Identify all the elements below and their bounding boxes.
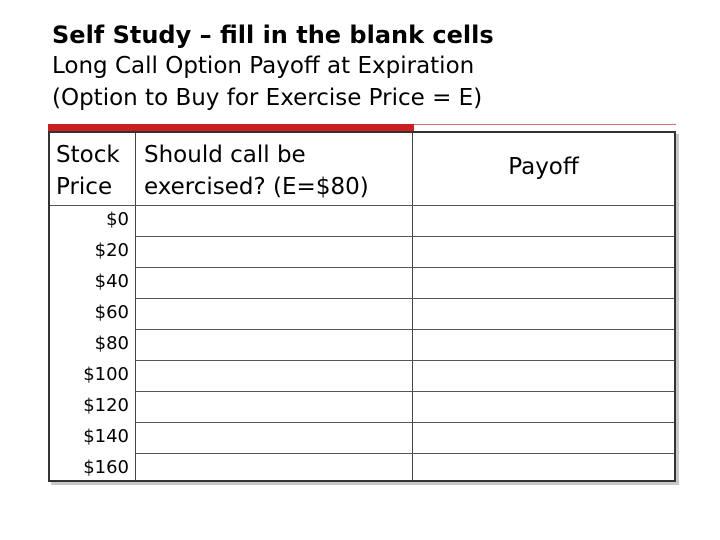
payoff-cell[interactable] [413,298,674,329]
stock-price-column: Stock Price $0 $20 $40 $60 $80 $100 $120 $140 $1… [50,133,136,480]
row-divider [136,360,674,361]
slide-subtitle-line-2: (Option to Buy for Exercise Price = E) [52,85,483,111]
payoff-table: Stock Price $0 $20 $40 $60 $80 $100 $120 $140 $1… [48,131,676,482]
stock-price-cell: $160 [83,457,129,478]
stock-header-line-1: Stock [56,142,120,168]
payoff-cell[interactable] [413,422,674,453]
slide-title: Self Study – fill in the blank cells [52,21,494,49]
stock-price-cell: $60 [94,302,129,323]
exercise-cell[interactable] [136,236,412,267]
stock-price-cell: $40 [94,271,129,292]
exercise-cell[interactable] [136,205,412,236]
exercise-header-line-1: Should call be [144,142,306,168]
payoff-cell[interactable] [413,391,674,422]
row-divider [136,298,674,299]
row-divider [136,236,674,237]
exercise-cell[interactable] [136,329,412,360]
payoff-cell[interactable] [413,360,674,391]
stock-price-cell: $140 [83,426,129,447]
exercise-cell[interactable] [136,267,412,298]
slide-title-block: Self Study – fill in the blank cells Lon… [52,20,494,114]
row-divider [136,329,674,330]
exercise-cell[interactable] [136,422,412,453]
exercise-header-line-2: exercised? (E=$80) [144,174,369,200]
accent-rule-thin [414,124,676,125]
row-divider [136,391,674,392]
slide-subtitle-line-1: Long Call Option Payoff at Expiration [52,53,475,79]
exercise-column: Should call be exercised? (E=$80) [136,133,413,480]
payoff-cell[interactable] [413,453,674,484]
stock-price-cell: $20 [94,240,129,261]
stock-price-cell: $100 [83,364,129,385]
exercise-cell[interactable] [136,298,412,329]
payoff-cell[interactable] [413,267,674,298]
payoff-cell[interactable] [413,205,674,236]
accent-rule [48,124,414,131]
row-divider [136,267,674,268]
exercise-cell[interactable] [136,391,412,422]
payoff-header: Payoff [508,154,579,180]
payoff-cell[interactable] [413,329,674,360]
stock-price-cell: $80 [94,333,129,354]
exercise-header: Should call be exercised? (E=$80) [144,139,369,203]
stock-price-header: Stock Price [56,139,120,203]
exercise-cell[interactable] [136,453,412,484]
header-divider [50,205,674,206]
payoff-cell[interactable] [413,236,674,267]
stock-header-line-2: Price [56,174,113,200]
row-divider [136,422,674,423]
exercise-cell[interactable] [136,360,412,391]
row-divider [136,453,674,454]
stock-price-cell: $0 [106,209,129,230]
stock-price-cell: $120 [83,395,129,416]
payoff-column: Payoff [413,133,674,480]
